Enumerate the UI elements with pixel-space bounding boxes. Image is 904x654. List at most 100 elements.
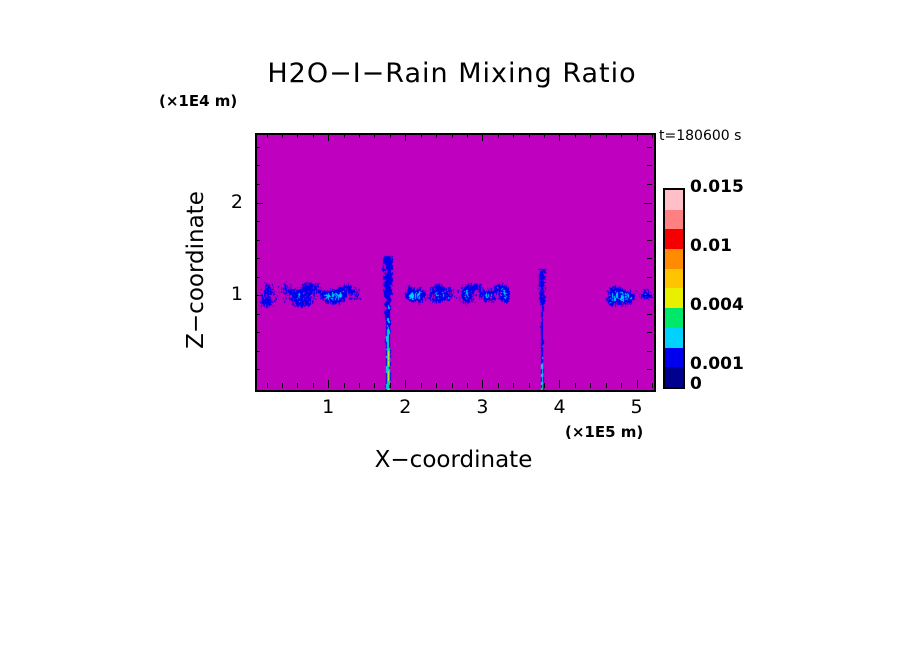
x-tick	[328, 380, 330, 388]
colorbar-band	[665, 190, 683, 210]
x-tick	[621, 383, 623, 388]
y-tick	[255, 165, 260, 167]
y-tick	[255, 202, 263, 204]
x-tick	[374, 383, 376, 388]
colorbar-band	[665, 347, 683, 368]
x-tick	[266, 383, 268, 388]
y-tick	[255, 313, 260, 315]
x-tick	[636, 380, 638, 388]
y-tick-right	[644, 202, 652, 204]
x-tick-top	[359, 133, 361, 138]
x-tick-label: 2	[399, 396, 412, 418]
x-tick	[312, 383, 314, 388]
x-tick-top	[343, 133, 345, 138]
x-tick	[281, 383, 283, 388]
colorbar-tick-label: 0	[690, 374, 702, 394]
y-tick-right	[647, 313, 652, 315]
y-tick-right	[647, 184, 652, 185]
x-tick	[436, 383, 438, 388]
x-tick-top	[605, 133, 607, 138]
y-tick-right	[644, 295, 652, 297]
x-tick-top	[559, 133, 561, 141]
colorbar-band	[665, 229, 683, 250]
x-tick	[574, 383, 576, 388]
colorbar-band	[665, 209, 683, 230]
colorbar-tick-label: 0.015	[690, 177, 744, 197]
y-tick	[255, 295, 263, 297]
x-axis-unit-label: (×1E5 m)	[565, 423, 644, 441]
x-tick	[389, 383, 391, 388]
x-tick-top	[652, 133, 653, 138]
x-tick-top	[451, 133, 453, 138]
x-tick-label: 1	[322, 396, 335, 418]
colorbar-tick-label: 0.001	[690, 354, 744, 375]
x-tick-label: 5	[630, 396, 643, 418]
x-tick-top	[513, 133, 515, 138]
y-tick-right	[647, 369, 652, 371]
x-tick-top	[436, 133, 438, 138]
heatmap-field	[257, 135, 654, 390]
x-tick	[343, 383, 345, 388]
x-tick-label: 4	[553, 396, 566, 418]
x-tick	[497, 383, 499, 388]
x-tick	[451, 383, 453, 388]
colorbar-band	[665, 308, 683, 328]
timestamp-annotation: t=180600 s	[659, 128, 742, 144]
x-tick-top	[389, 133, 391, 138]
x-tick-top	[281, 133, 283, 138]
x-tick	[544, 383, 546, 388]
y-tick-right	[647, 146, 652, 148]
y-tick-right	[647, 276, 652, 278]
x-axis-title: X−coordinate	[374, 447, 533, 473]
colorbar-tick-label: 0.004	[690, 295, 744, 316]
y-tick-right	[647, 239, 652, 241]
x-tick	[466, 383, 468, 388]
y-tick-right	[647, 221, 652, 223]
x-tick-top	[497, 133, 499, 138]
y-tick	[255, 239, 260, 241]
y-tick-label: 2	[230, 190, 243, 213]
y-tick-right	[647, 258, 652, 260]
x-tick-top	[312, 133, 314, 138]
y-tick	[255, 350, 260, 352]
y-tick	[255, 184, 260, 185]
y-axis-unit-label: (×1E4 m)	[159, 92, 238, 110]
y-tick-right	[647, 332, 652, 334]
x-tick-top	[266, 133, 268, 138]
x-tick	[420, 383, 422, 388]
colorbar-band	[665, 268, 683, 289]
colorbar[interactable]	[663, 188, 685, 389]
y-tick	[255, 258, 260, 260]
x-tick	[559, 380, 561, 388]
y-tick-label: 1	[230, 283, 243, 306]
colorbar-tick-label: 0.01	[690, 236, 732, 257]
x-tick	[359, 383, 361, 388]
x-tick-top	[590, 133, 592, 138]
chart-title: H2O−I−Rain Mixing Ratio	[0, 58, 904, 89]
x-tick-top	[528, 133, 530, 138]
y-tick	[255, 369, 260, 371]
colorbar-band	[665, 288, 683, 309]
y-tick	[255, 276, 260, 278]
x-tick-top	[420, 133, 422, 138]
colorbar-band	[665, 249, 683, 269]
x-tick-top	[405, 133, 407, 141]
x-tick-top	[466, 133, 468, 138]
x-tick-top	[544, 133, 546, 138]
x-tick-top	[574, 133, 576, 138]
x-tick	[652, 383, 653, 388]
x-tick-top	[328, 133, 330, 141]
x-tick	[528, 383, 530, 388]
y-tick-right	[647, 350, 652, 352]
colorbar-band	[665, 327, 683, 348]
x-tick	[482, 380, 484, 388]
x-tick	[513, 383, 515, 388]
x-tick-top	[621, 133, 623, 138]
x-tick	[297, 383, 299, 388]
x-tick-top	[374, 133, 376, 138]
y-tick	[255, 332, 260, 334]
plot-area[interactable]	[255, 133, 656, 392]
x-tick	[605, 383, 607, 388]
x-tick-top	[482, 133, 484, 141]
